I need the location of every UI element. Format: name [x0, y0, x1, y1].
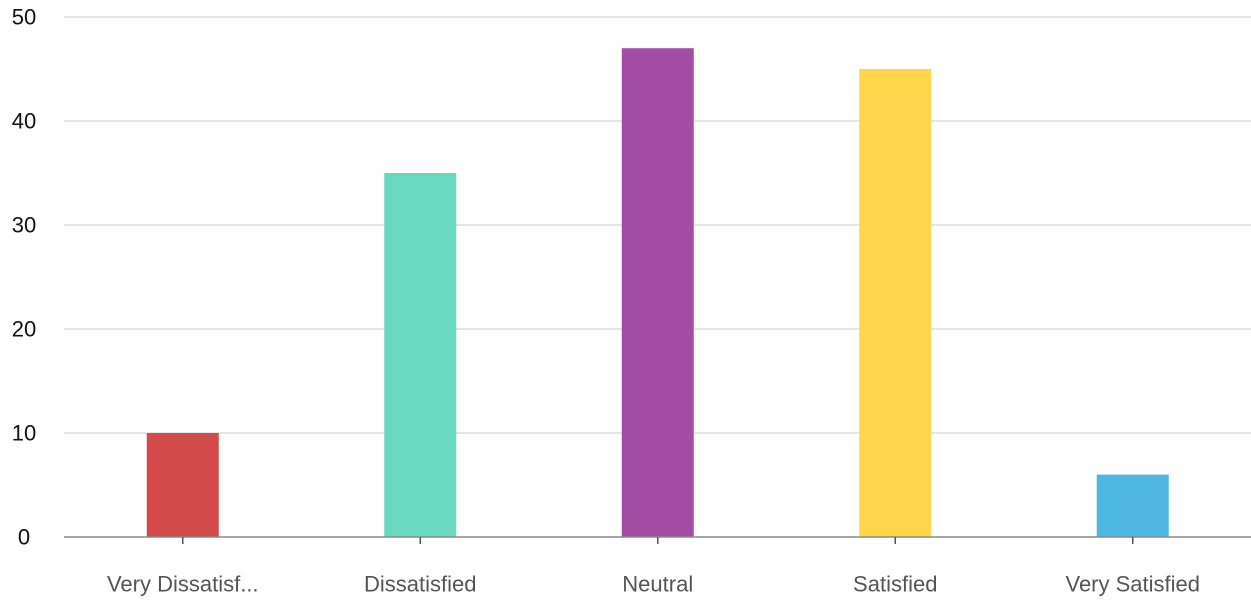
- x-tick-label: Very Dissatisf...: [107, 572, 259, 597]
- y-tick-label: 20: [12, 317, 36, 342]
- x-tick-label: Neutral: [622, 572, 693, 597]
- x-axis-tick-labels: Very Dissatisf... Dissatisfied Neutral Sati…: [107, 572, 1200, 597]
- y-tick-label: 50: [12, 5, 36, 30]
- bar-very-satisfied: [1096, 474, 1169, 537]
- y-tick-label: 0: [18, 525, 30, 550]
- y-axis-tick-labels: 0 10 20 30 40 50: [12, 5, 36, 550]
- x-tick-label: Satisfied: [853, 572, 937, 597]
- x-tick-label: Very Satisfied: [1065, 572, 1200, 597]
- bar-very-dissatisf: [146, 433, 219, 537]
- x-axis: [64, 536, 1251, 544]
- y-tick-label: 10: [12, 421, 36, 446]
- bar-neutral: [621, 48, 694, 537]
- bar-satisfied: [859, 69, 932, 537]
- bars: [146, 48, 1169, 537]
- bar-dissatisfied: [384, 173, 457, 537]
- y-tick-label: 30: [12, 213, 36, 238]
- y-tick-label: 40: [12, 109, 36, 134]
- x-tick-label: Dissatisfied: [364, 572, 476, 597]
